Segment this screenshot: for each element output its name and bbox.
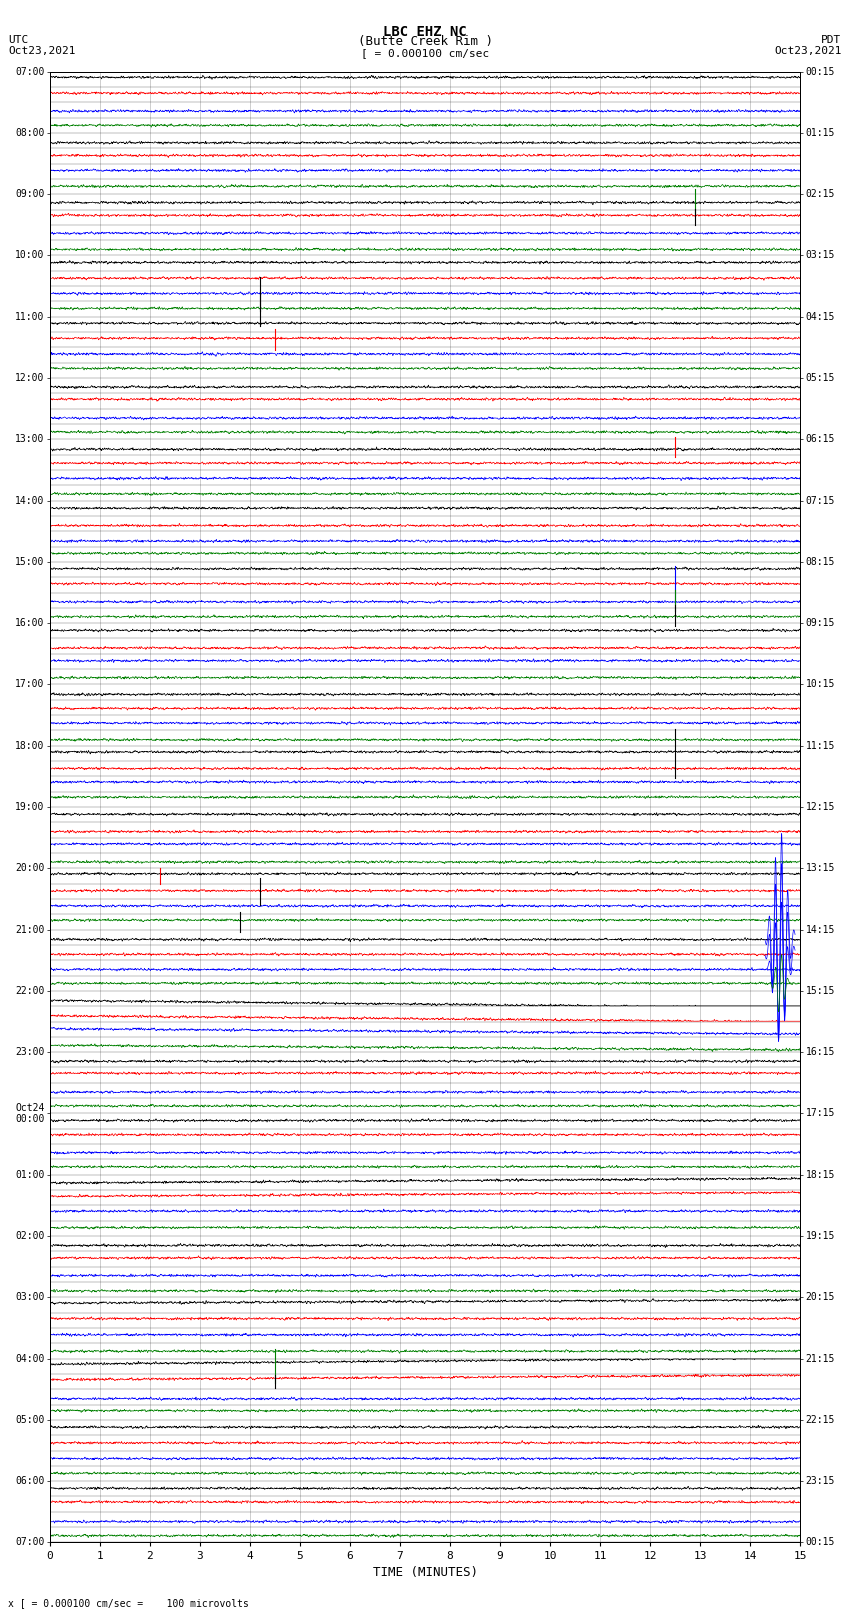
Text: (Butte Creek Rim ): (Butte Creek Rim ) (358, 35, 492, 48)
Text: Oct23,2021: Oct23,2021 (774, 47, 842, 56)
Text: UTC: UTC (8, 35, 29, 45)
Text: Oct23,2021: Oct23,2021 (8, 47, 76, 56)
Text: LBC EHZ NC: LBC EHZ NC (383, 24, 467, 39)
Text: x [ = 0.000100 cm/sec =    100 microvolts: x [ = 0.000100 cm/sec = 100 microvolts (8, 1598, 249, 1608)
Text: PDT: PDT (821, 35, 842, 45)
Text: [ = 0.000100 cm/sec: [ = 0.000100 cm/sec (361, 48, 489, 58)
X-axis label: TIME (MINUTES): TIME (MINUTES) (372, 1566, 478, 1579)
